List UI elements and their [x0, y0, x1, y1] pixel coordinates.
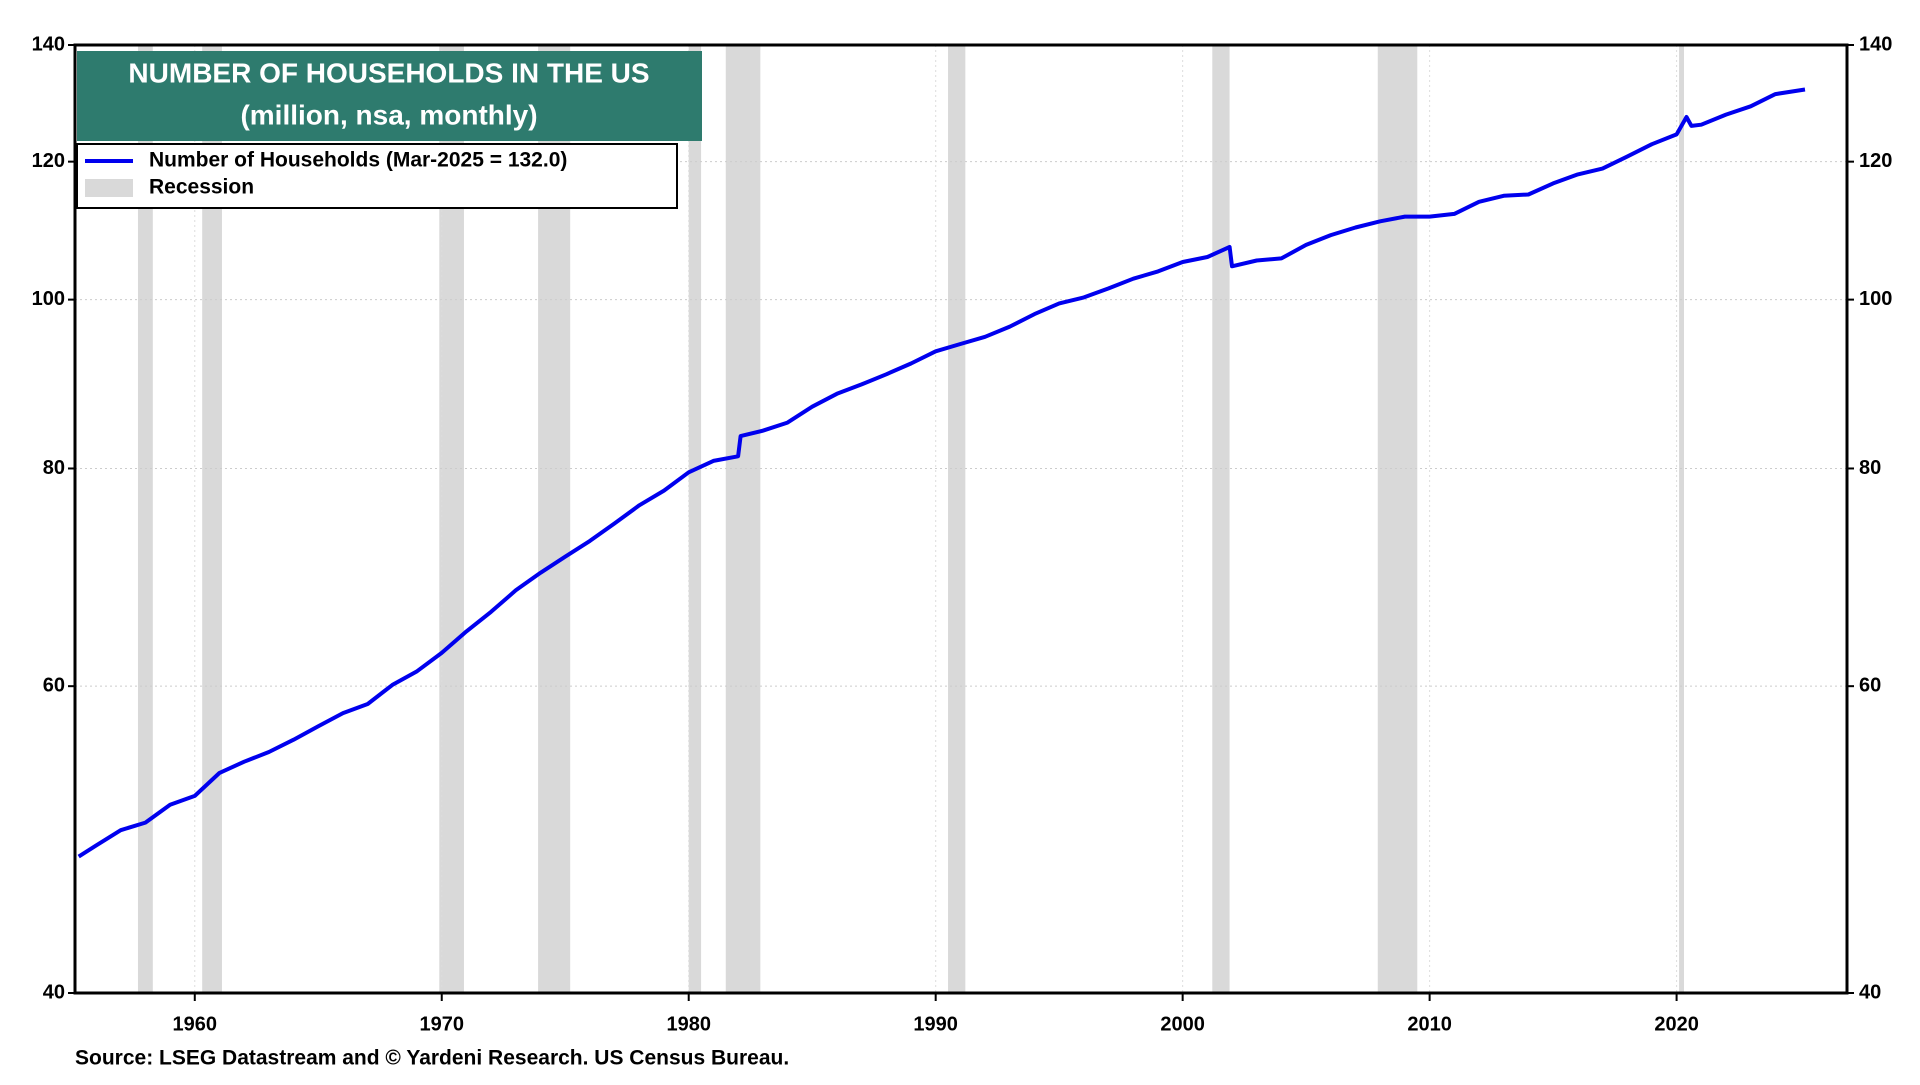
legend-box: [76, 143, 678, 209]
recession-band: [948, 45, 966, 993]
y-tick-label: 140: [32, 33, 65, 55]
legend-swatch: [85, 179, 133, 197]
legend: Number of Households (Mar-2025 = 132.0) R…: [76, 143, 678, 209]
y-tick-label: 40: [43, 981, 65, 1003]
x-tick-label: 1980: [666, 1013, 711, 1035]
x-tick-label: 1990: [913, 1013, 958, 1035]
y2-tick-label: 80: [1859, 457, 1881, 479]
recession-band: [1679, 45, 1685, 993]
recession-band: [202, 45, 222, 993]
x-tick-label: 2020: [1654, 1013, 1699, 1035]
x-tick-label: 1960: [173, 1013, 218, 1035]
y-tick-label: 120: [32, 150, 65, 172]
chart-title: NUMBER OF HOUSEHOLDS IN THE US: [128, 57, 649, 88]
y2-tick-label: 40: [1859, 981, 1881, 1003]
recession-band: [725, 45, 761, 993]
chart-subtitle: (million, nsa, monthly): [240, 99, 537, 130]
plot-layer: 40 40 60 60 80 80 100 100 120 120 140 140 1960 1970 19…: [32, 33, 1893, 1035]
y-tick-label: 60: [43, 674, 65, 696]
legend-label: Recession: [149, 176, 254, 199]
y2-tick-label: 100: [1859, 288, 1892, 310]
data-line: [77, 87, 1806, 859]
plot-frame: [73, 43, 1849, 995]
legend-label: Number of Households (Mar-2025 = 132.0): [149, 149, 567, 172]
x-tick-label: 2010: [1407, 1013, 1452, 1035]
y2-tick-label: 140: [1859, 33, 1892, 55]
recession-band: [1212, 45, 1230, 993]
y2-tick-label: 120: [1859, 150, 1892, 172]
y2-tick-label: 60: [1859, 674, 1881, 696]
title-box: [77, 51, 702, 141]
recession-band: [137, 45, 153, 993]
y-tick-label: 80: [43, 457, 65, 479]
recession-band: [688, 45, 702, 993]
x-tick-label: 1970: [419, 1013, 464, 1035]
source-note: Source: LSEG Datastream and © Yardeni Re…: [75, 1047, 789, 1070]
x-tick-label: 2000: [1160, 1013, 1205, 1035]
recession-band: [1377, 45, 1418, 993]
y-tick-label: 100: [32, 288, 65, 310]
